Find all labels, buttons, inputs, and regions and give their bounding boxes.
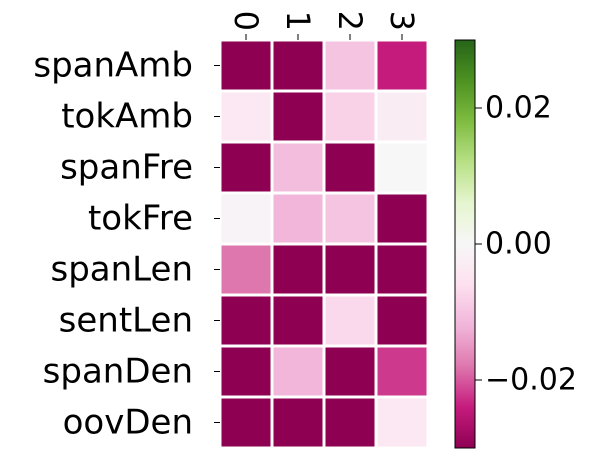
y-tick-label: sentLen — [59, 301, 193, 341]
heatmap-cell-0-1 — [270, 38, 326, 93]
y-tick-label: tokAmb — [61, 97, 193, 137]
heatmap-cell-6-3 — [374, 344, 430, 399]
heatmap-cell-4-3 — [374, 242, 430, 297]
heatmap-cell-2-1 — [270, 140, 326, 195]
heatmap-cell-4-0 — [218, 242, 274, 297]
heatmap-cell-2-0 — [218, 140, 274, 195]
heatmap-cell-3-0 — [218, 191, 274, 246]
heatmap-cell-5-3 — [374, 293, 430, 348]
heatmap-cell-0-3 — [374, 38, 430, 93]
colorbar-ticks: −0.02 0.00 0.02 — [475, 91, 577, 398]
colorbar — [454, 39, 476, 449]
x-tick-label: 0 — [227, 11, 265, 31]
colorbar-tick-label: 0.02 — [485, 91, 552, 126]
x-tick-label: 2 — [331, 11, 369, 31]
heatmap-cell-5-0 — [218, 293, 274, 348]
x-tick-label: 3 — [383, 11, 421, 31]
heatmap-cell-5-1 — [270, 293, 326, 348]
heatmap-cell-1-2 — [322, 89, 378, 144]
heatmap-cell-5-2 — [322, 293, 378, 348]
heatmap-cell-0-0 — [218, 38, 274, 93]
heatmap-cell-0-2 — [322, 38, 378, 93]
heatmap-cell-7-3 — [374, 395, 430, 450]
heatmap-cell-1-0 — [218, 89, 274, 144]
heatmap-cell-4-1 — [270, 242, 326, 297]
y-tick-label: spanDen — [43, 352, 193, 392]
y-tick-label: spanLen — [51, 250, 194, 290]
y-axis: spanAmb tokAmb spanFre tokFre spanLen sentLen… — [33, 46, 220, 443]
y-tick-label: tokFre — [88, 199, 193, 239]
y-tick-label: oovDen — [63, 403, 193, 443]
heatmap-cell-4-2 — [322, 242, 378, 297]
heatmap-cell-7-2 — [322, 395, 378, 450]
heatmap-cell-1-1 — [270, 89, 326, 144]
heatmap-cells — [218, 38, 430, 450]
y-tick-label: spanAmb — [33, 46, 193, 86]
heatmap-cell-6-2 — [322, 344, 378, 399]
heatmap-cell-7-0 — [218, 395, 274, 450]
heatmap-cell-3-2 — [322, 191, 378, 246]
heatmap-cell-7-1 — [270, 395, 326, 450]
x-tick-label: 1 — [279, 11, 317, 31]
heatmap-cell-2-2 — [322, 140, 378, 195]
colorbar-tick-label: 0.00 — [485, 227, 552, 262]
heatmap-cell-3-1 — [270, 191, 326, 246]
heatmap-cell-1-3 — [374, 89, 430, 144]
heatmap-cell-2-3 — [374, 140, 430, 195]
heatmap-cell-6-1 — [270, 344, 326, 399]
y-tick-label: spanFre — [60, 148, 193, 188]
heatmap-cell-3-3 — [374, 191, 430, 246]
colorbar-tick-label: −0.02 — [485, 363, 577, 398]
heatmap-cell-6-0 — [218, 344, 274, 399]
